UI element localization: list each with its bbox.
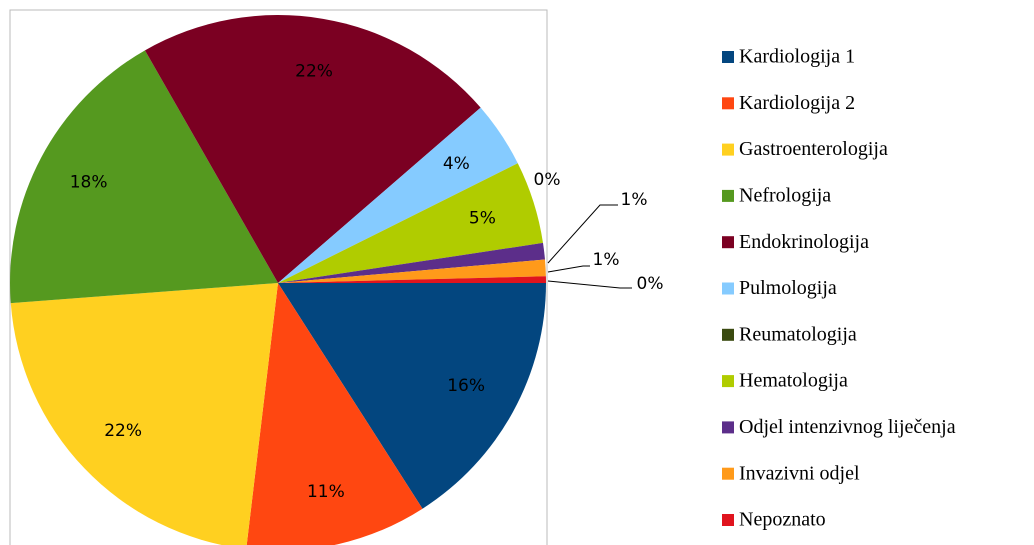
data-label: 22% <box>104 421 142 441</box>
legend-swatch <box>722 375 734 388</box>
pie-slice <box>246 283 423 545</box>
pie-slice <box>278 242 545 283</box>
data-label: 4% <box>443 154 470 174</box>
pie-slice <box>278 107 518 283</box>
leader-line <box>547 204 618 264</box>
legend-swatch <box>722 189 734 202</box>
plot-frame <box>9 9 548 545</box>
legend-label: Pulmologija <box>739 277 837 299</box>
legend-swatch <box>722 143 734 156</box>
pie-slice <box>278 259 546 283</box>
pie-slice <box>278 283 546 509</box>
data-label: 5% <box>469 208 496 228</box>
legend-label: Kardiologija 1 <box>739 46 855 68</box>
legend-label: Invazivni odjel <box>739 462 860 484</box>
legend-label: Endokrinologija <box>739 231 869 253</box>
legend-label: Odjel intenzivnog liječenja <box>739 416 956 438</box>
legend-label: Hematologija <box>739 370 848 392</box>
leader-line <box>547 280 632 289</box>
data-label: 0% <box>637 274 664 294</box>
data-label: 1% <box>593 250 620 270</box>
pie-slice <box>144 15 481 284</box>
pie-slice <box>278 163 543 283</box>
legend-swatch <box>722 97 734 110</box>
legend-swatch <box>722 467 734 480</box>
legend-label: Nefrologija <box>739 184 831 206</box>
data-label: 1% <box>621 190 648 210</box>
legend-label: Reumatologija <box>739 323 857 345</box>
pie-slice <box>10 50 279 304</box>
pie-slice <box>10 283 278 545</box>
legend-label: Kardiologija 2 <box>739 92 855 114</box>
pie-slice <box>278 276 546 283</box>
legend-swatch <box>722 51 734 63</box>
data-label: 0% <box>534 170 561 190</box>
legend-swatch <box>722 282 734 295</box>
legend-swatch <box>722 421 734 434</box>
legend-swatch <box>722 514 734 526</box>
legend-swatch <box>722 328 734 341</box>
legend-label: Gastroenterologija <box>739 138 888 160</box>
leader-line <box>547 265 590 273</box>
data-label: 18% <box>70 172 108 192</box>
legend-label: Nepoznato <box>739 509 826 531</box>
data-label: 11% <box>307 482 345 502</box>
data-label: 16% <box>447 376 485 396</box>
legend-swatch <box>722 236 734 249</box>
data-label: 22% <box>295 62 333 82</box>
